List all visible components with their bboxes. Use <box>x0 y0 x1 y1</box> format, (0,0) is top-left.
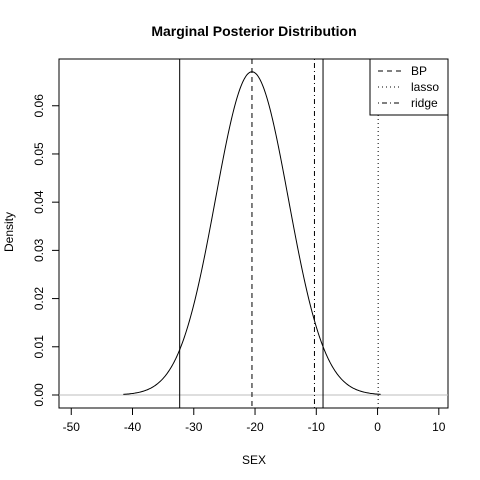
x-tick-label: -40 <box>124 420 142 434</box>
x-tick-label: 0 <box>374 420 381 434</box>
y-tick-label: 0.00 <box>32 383 46 407</box>
y-tick-label: 0.01 <box>32 335 46 359</box>
y-tick-label: 0.02 <box>32 287 46 311</box>
x-axis-label: SEX <box>242 453 266 467</box>
y-tick-label: 0.04 <box>32 190 46 214</box>
x-tick-label: -50 <box>63 420 81 434</box>
plot-layer: -50 -40 -30 -20 -10 0 10 0.00 0.01 0.02 0.03 0.04 0.… <box>32 58 449 434</box>
x-tick-label: -20 <box>246 420 264 434</box>
chart-title: Marginal Posterior Distribution <box>151 23 356 39</box>
y-tick-label: 0.06 <box>32 94 46 118</box>
x-tick-label: -30 <box>185 420 203 434</box>
x-tick-label: -10 <box>308 420 326 434</box>
legend-label-BP: BP <box>411 64 427 78</box>
legend-label-ridge: ridge <box>411 96 438 110</box>
y-tick-label: 0.05 <box>32 142 46 166</box>
y-axis-label: Density <box>2 212 16 252</box>
legend-label-lasso: lasso <box>411 80 439 94</box>
plot-frame <box>58 58 449 409</box>
y-tick-label: 0.03 <box>32 238 46 262</box>
x-tick-label: 10 <box>432 420 446 434</box>
